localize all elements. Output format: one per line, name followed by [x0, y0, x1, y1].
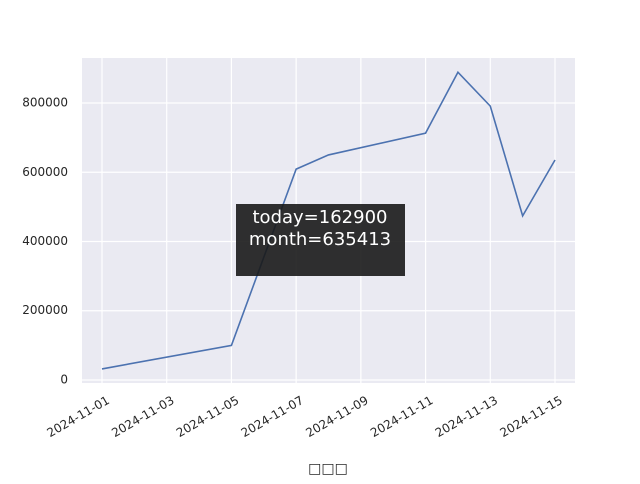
y-tick-label: 0	[60, 372, 68, 386]
x-tick-label: 2024-11-07	[239, 393, 306, 440]
x-tick-label: 2024-11-05	[174, 393, 241, 440]
x-tick-label: 2024-11-09	[303, 393, 370, 440]
x-tick-label: 2024-11-13	[433, 393, 500, 440]
annotation-box	[236, 204, 405, 276]
annotation-line: today=162900	[253, 207, 388, 228]
y-tick-label: 400000	[22, 234, 68, 248]
x-tick-label: 2024-11-03	[109, 393, 176, 440]
line-series	[101, 70, 556, 370]
x-axis-label: □□□	[308, 461, 348, 477]
y-tick-label: 200000	[22, 303, 68, 317]
x-tick-label: 2024-11-15	[497, 393, 564, 440]
y-tick-label: 600000	[22, 165, 68, 179]
annotation-line: month=635413	[249, 229, 391, 250]
x-tick-label: 2024-11-11	[368, 393, 435, 440]
y-tick-label: 800000	[22, 96, 68, 110]
x-tick-label: 2024-11-01	[44, 393, 111, 440]
